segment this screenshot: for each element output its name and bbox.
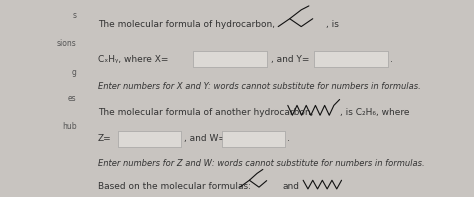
Text: Based on the molecular formulas:: Based on the molecular formulas:: [98, 182, 251, 191]
Text: , is C₂H₆, where: , is C₂H₆, where: [339, 108, 409, 117]
FancyBboxPatch shape: [193, 51, 267, 67]
Text: hub: hub: [62, 122, 76, 131]
FancyBboxPatch shape: [222, 131, 285, 147]
Text: The molecular formula of another hydrocarbon,: The molecular formula of another hydroca…: [98, 108, 313, 117]
FancyBboxPatch shape: [314, 51, 388, 67]
FancyBboxPatch shape: [118, 131, 181, 147]
Text: Enter numbers for X and Y: words cannot substitute for numbers in formulas.: Enter numbers for X and Y: words cannot …: [98, 82, 420, 91]
Text: , and W=: , and W=: [184, 134, 226, 143]
Text: es: es: [68, 94, 76, 103]
Text: .: .: [390, 55, 393, 64]
Text: The molecular formula of hydrocarbon,: The molecular formula of hydrocarbon,: [98, 20, 275, 29]
Text: .: .: [287, 134, 290, 143]
Text: CₓHᵧ, where X=: CₓHᵧ, where X=: [98, 55, 168, 64]
Text: , is: , is: [326, 20, 339, 29]
Text: Enter numbers for Z and W: words cannot substitute for numbers in formulas.: Enter numbers for Z and W: words cannot …: [98, 159, 424, 168]
Text: sions: sions: [57, 39, 76, 48]
Text: s: s: [73, 11, 76, 20]
Text: g: g: [72, 68, 76, 77]
Text: , and Y=: , and Y=: [271, 55, 309, 64]
Text: Z=: Z=: [98, 134, 111, 143]
Text: and: and: [282, 182, 299, 191]
